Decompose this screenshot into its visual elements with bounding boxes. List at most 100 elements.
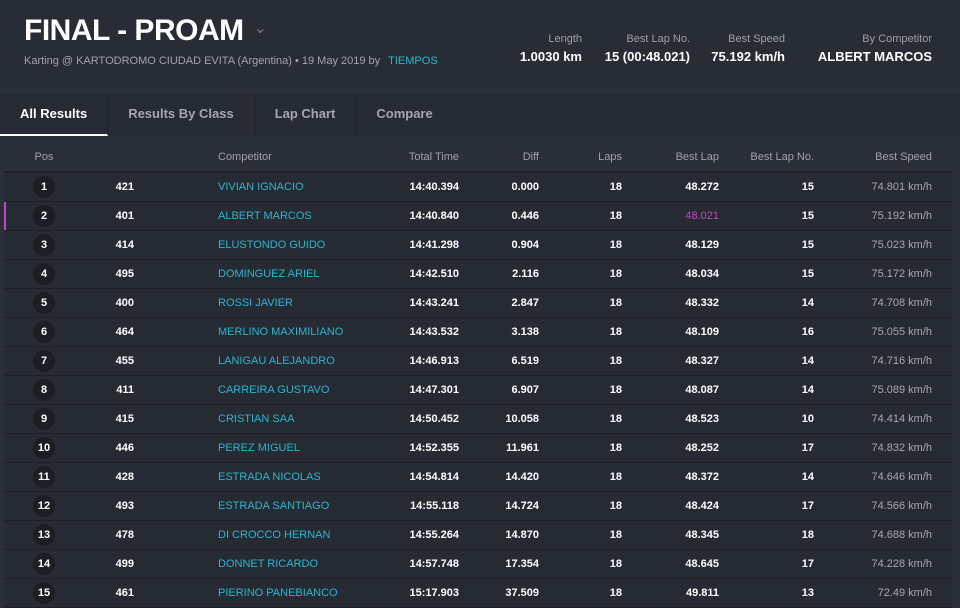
cell-competitor-name[interactable]: ROSSI JAVIER (134, 288, 349, 318)
column-header[interactable]: Pos (4, 143, 84, 173)
cell-competitor-name[interactable]: CRISTIAN SAA (134, 404, 349, 434)
cell-total-time: 14:54.814 (349, 462, 459, 492)
event-subtitle: Karting @ KARTODROMO CIUDAD EVITA (Argen… (24, 55, 438, 67)
table-row[interactable]: 2 401 ALBERT MARCOS 14:40.840 0.446 18 48.021 1… (4, 201, 952, 231)
table-row[interactable]: 4 495 DOMINGUEZ ARIEL 14:42.510 2.116 18 48.03… (4, 259, 952, 289)
table-row[interactable]: 13 478 DI CROCCO HERNAN 14:55.264 14.870 18 48… (4, 520, 952, 550)
cell-best-lap: 48.523 (624, 404, 719, 434)
laps-text: 18 (609, 586, 622, 599)
table-row[interactable]: 5 400 ROSSI JAVIER 14:43.241 2.847 18 48.332 14… (4, 288, 952, 318)
cell-best-speed: 72.49 km/h (814, 578, 952, 608)
cell-competitor-name[interactable]: DOMINGUEZ ARIEL (134, 259, 349, 289)
cell-competitor-name[interactable]: ESTRADA NICOLAS (134, 462, 349, 492)
laps-text: 18 (609, 354, 622, 367)
cell-competitor-name[interactable]: PIERINO PANEBIANCO (134, 578, 349, 608)
cell-kart-number: 400 (84, 288, 134, 318)
cell-competitor-name[interactable]: PEREZ MIGUEL (134, 433, 349, 463)
total-time-text: 14:41.298 (409, 238, 459, 251)
cell-total-time: 15:17.903 (349, 578, 459, 608)
position-text: 5 (33, 291, 55, 314)
cell-laps: 18 (539, 259, 624, 289)
table-row[interactable]: 8 411 CARREIRA GUSTAVO 14:47.301 6.907 18 48.0… (4, 375, 952, 405)
table-row[interactable]: 15 461 PIERINO PANEBIANCO 15:17.903 37.509 18… (4, 578, 952, 608)
column-header[interactable]: Best Lap (624, 143, 719, 173)
column-header[interactable]: Best Speed (814, 143, 952, 173)
total-time-text: 14:40.394 (409, 180, 459, 193)
cell-competitor-name[interactable]: DONNET RICARDO (134, 549, 349, 579)
cell-position: 9 (4, 404, 84, 434)
position-text: 6 (33, 320, 55, 343)
cell-competitor-name[interactable]: ESTRADA SANTIAGO (134, 491, 349, 521)
diff-text: 14.420 (505, 470, 539, 483)
column-header[interactable]: Best Lap No. (719, 143, 814, 173)
best-speed-text: 74.414 km/h (871, 412, 932, 425)
cell-competitor-name[interactable]: LANIGAU ALEJANDRO (134, 346, 349, 376)
cell-best-speed: 74.688 km/h (814, 520, 952, 550)
cell-competitor-name[interactable]: DI CROCCO HERNAN (134, 520, 349, 550)
table-row[interactable]: 10 446 PEREZ MIGUEL 14:52.355 11.961 18 48.252… (4, 433, 952, 463)
cell-competitor-name[interactable]: MERLINO MAXIMILIANO (134, 317, 349, 347)
diff-text: 0.000 (511, 180, 539, 193)
column-header[interactable] (84, 143, 134, 173)
best-lap-no-text: 14 (801, 296, 814, 309)
cell-laps: 18 (539, 433, 624, 463)
cell-diff: 11.961 (459, 433, 539, 463)
page-title: FINAL - PROAM (24, 14, 244, 47)
cell-diff: 3.138 (459, 317, 539, 347)
total-time-text: 14:55.264 (409, 528, 459, 541)
cell-total-time: 14:43.241 (349, 288, 459, 318)
kart-number-text: 400 (115, 296, 134, 309)
column-header[interactable]: Diff (459, 143, 539, 173)
cell-competitor-name[interactable]: ELUSTONDO GUIDO (134, 230, 349, 260)
diff-text: 14.870 (505, 528, 539, 541)
cell-best-speed: 74.708 km/h (814, 288, 952, 318)
cell-best-speed: 74.228 km/h (814, 549, 952, 579)
chevron-down-icon[interactable]: ⌄ (253, 20, 268, 37)
cell-competitor-name[interactable]: VIVIAN IGNACIO (134, 172, 349, 202)
tab-results-by-class[interactable]: Results By Class (108, 94, 255, 136)
cell-diff: 0.000 (459, 172, 539, 202)
cell-competitor-name[interactable]: CARREIRA GUSTAVO (134, 375, 349, 405)
best-speed-text: 75.089 km/h (871, 383, 932, 396)
competitor-name-text: ROSSI JAVIER (218, 296, 293, 309)
timing-link[interactable]: TIEMPOS (388, 55, 438, 67)
cell-best-lap: 48.372 (624, 462, 719, 492)
cell-kart-number: 421 (84, 172, 134, 202)
cell-best-lap-no: 15 (719, 259, 814, 289)
cell-total-time: 14:42.510 (349, 259, 459, 289)
column-header[interactable]: Competitor (134, 143, 349, 173)
best-lap-text: 48.523 (685, 412, 719, 425)
tab-compare[interactable]: Compare (376, 106, 433, 121)
position-text: 1 (33, 175, 55, 198)
position-text: 10 (33, 436, 55, 459)
table-row[interactable]: 6 464 MERLINO MAXIMILIANO 14:43.532 3.138 18 4… (4, 317, 952, 347)
table-row[interactable]: 14 499 DONNET RICARDO 14:57.748 17.354 18 48.6… (4, 549, 952, 579)
table-row[interactable]: 11 428 ESTRADA NICOLAS 14:54.814 14.420 18 48.… (4, 462, 952, 492)
cell-laps: 18 (539, 520, 624, 550)
cell-laps: 18 (539, 404, 624, 434)
cell-competitor-name[interactable]: ALBERT MARCOS (134, 201, 349, 231)
tab-lap-chart[interactable]: Lap Chart (255, 94, 357, 136)
cell-best-lap: 48.109 (624, 317, 719, 347)
table-row[interactable]: 9 415 CRISTIAN SAA 14:50.452 10.058 18 48.523 1… (4, 404, 952, 434)
best-lap-text: 48.021 (685, 209, 719, 222)
laps-text: 18 (609, 470, 622, 483)
cell-best-lap: 49.811 (624, 578, 719, 608)
table-row[interactable]: 7 455 LANIGAU ALEJANDRO 14:46.913 6.519 18 48.… (4, 346, 952, 376)
cell-diff: 2.116 (459, 259, 539, 289)
kart-number-text: 499 (115, 557, 134, 570)
cell-diff: 6.907 (459, 375, 539, 405)
tab-bar: All Results Results By Class Lap Chart C… (0, 94, 960, 136)
table-row[interactable]: 1 421 VIVIAN IGNACIO 14:40.394 0.000 18 48.272… (4, 172, 952, 202)
table-row[interactable]: 12 493 ESTRADA SANTIAGO 14:55.118 14.724 18 48… (4, 491, 952, 521)
best-lap-text: 48.645 (685, 557, 719, 570)
column-header[interactable]: Laps (539, 143, 624, 173)
cell-kart-number: 455 (84, 346, 134, 376)
cell-best-speed: 75.172 km/h (814, 259, 952, 289)
tab-all-results[interactable]: All Results (0, 94, 109, 136)
total-time-text: 14:54.814 (409, 470, 459, 483)
cell-laps: 18 (539, 172, 624, 202)
column-header[interactable]: Total Time (349, 143, 459, 173)
table-row[interactable]: 3 414 ELUSTONDO GUIDO 14:41.298 0.904 18 48.12… (4, 230, 952, 260)
kart-number-text: 414 (115, 238, 134, 251)
